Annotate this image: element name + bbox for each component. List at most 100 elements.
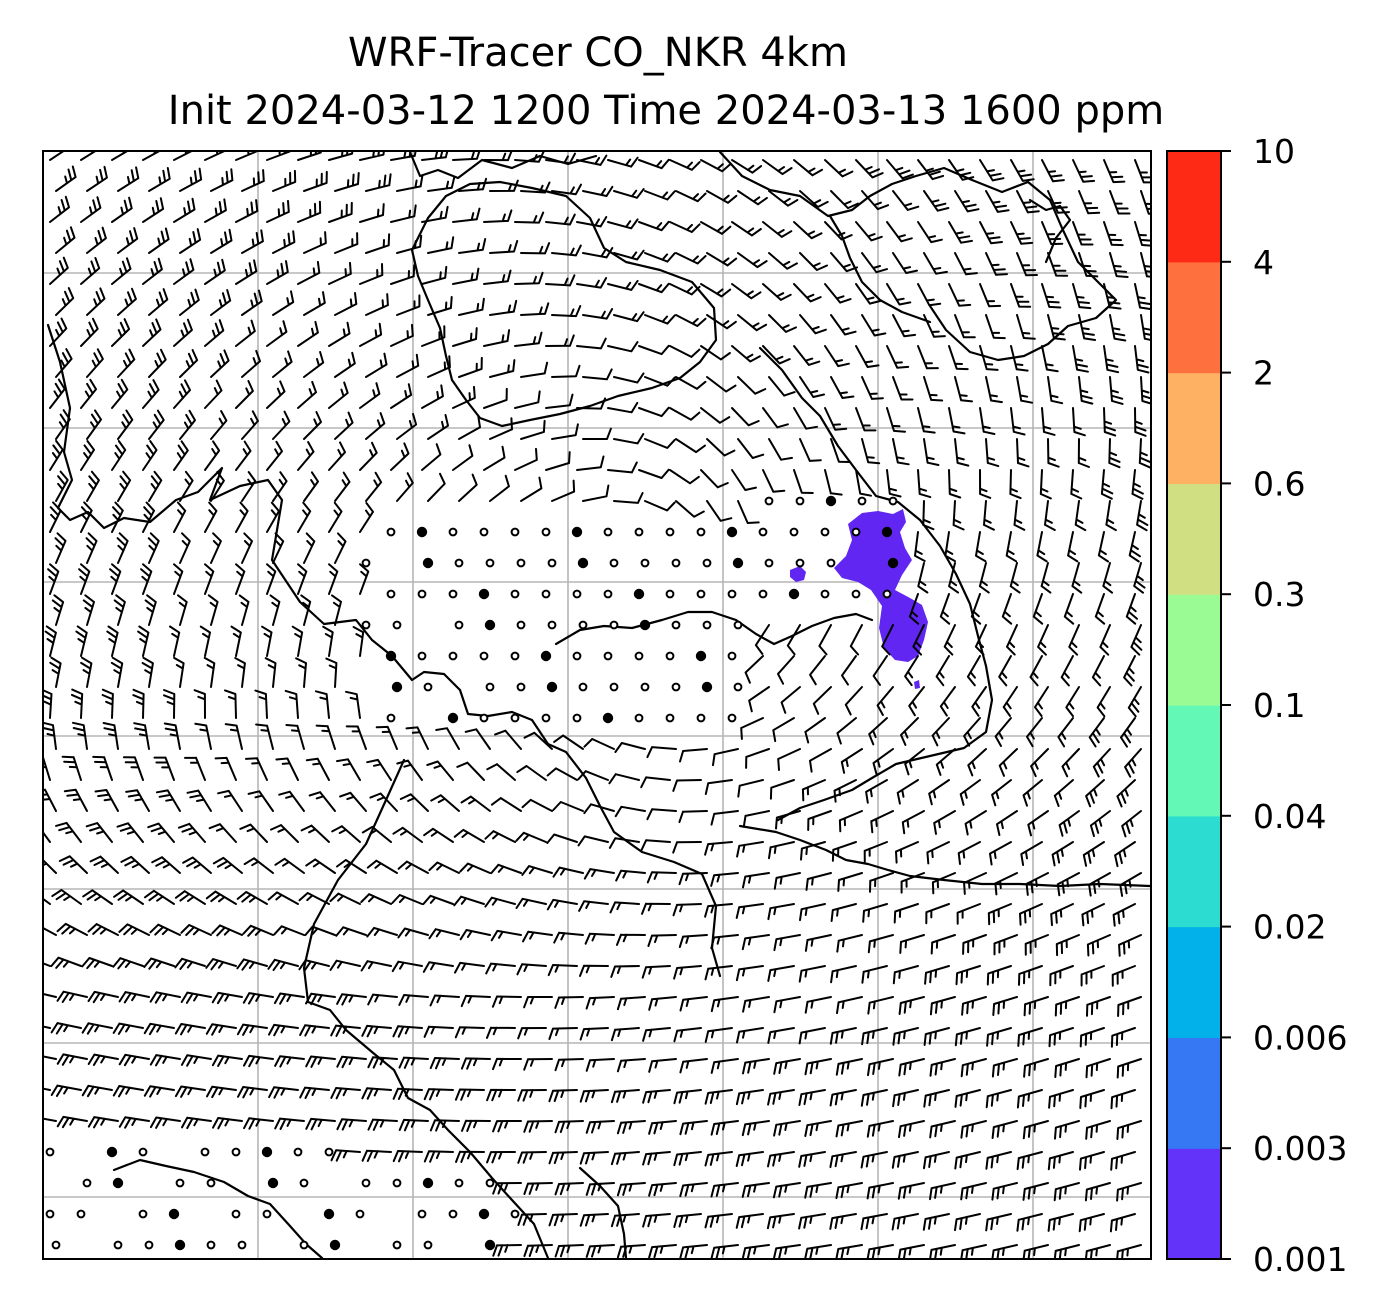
wind-barb [1109, 190, 1131, 215]
wind-barb [777, 748, 801, 771]
wind-barb [991, 779, 1012, 807]
wind-barb [455, 1150, 485, 1163]
wind-barb [1039, 469, 1052, 500]
wind-barb [261, 625, 273, 657]
wind-barb [435, 727, 460, 750]
calm-wind-marker [851, 589, 861, 599]
wind-barb [236, 958, 268, 971]
wind-barb [553, 931, 584, 944]
wind-barb [979, 407, 996, 435]
calm-wind-marker [851, 527, 861, 537]
wind-barb [1114, 841, 1136, 868]
wind-barb [148, 167, 171, 192]
calm-wind-marker [479, 527, 489, 537]
wind-barb [235, 440, 252, 471]
wind-barb [923, 376, 944, 402]
wind-barb [427, 414, 449, 440]
calm-wind-marker [609, 682, 619, 692]
wind-barb [43, 1117, 57, 1122]
calm-wind-marker [733, 620, 743, 630]
wind-barb [892, 376, 914, 401]
wind-barb [893, 903, 919, 924]
wind-barb [830, 314, 857, 336]
wind-barb [996, 810, 1018, 836]
wind-barb [741, 1244, 770, 1259]
wind-barb [818, 624, 832, 656]
colorbar-tick-label: 0.6 [1253, 464, 1305, 503]
wind-barb [762, 345, 791, 365]
wind-barb [49, 151, 66, 161]
colorbar-segment [1167, 151, 1221, 263]
wind-barb [54, 532, 67, 564]
tracer-plume [790, 509, 928, 689]
wind-barb [224, 689, 237, 719]
wind-barb [762, 469, 786, 493]
wind-barb [483, 445, 506, 471]
wind-barb [545, 451, 571, 471]
wind-barb [1010, 159, 1035, 182]
wind-barb [483, 329, 511, 347]
wind-barb [861, 438, 881, 465]
wind-barb [515, 897, 547, 909]
wind-barb [710, 872, 739, 887]
wind-barb [582, 484, 610, 502]
wind-barb [180, 924, 212, 936]
wind-barb [710, 1182, 739, 1198]
wind-barb [961, 996, 987, 1016]
wind-barb [336, 993, 367, 1006]
coastline-south-east [578, 1166, 628, 1259]
calm-wind-marker [603, 651, 613, 661]
calm-wind-marker [206, 1178, 216, 1188]
wind-barb [1060, 655, 1074, 687]
calm-wind-marker [361, 1178, 371, 1188]
calm-wind-marker [206, 1240, 216, 1250]
calm-wind-marker [671, 620, 681, 630]
wind-barb [423, 1088, 454, 1101]
wind-barb [361, 1087, 392, 1100]
calm-wind-marker [609, 620, 619, 630]
wind-barb [985, 252, 1008, 276]
wind-barb [1112, 903, 1136, 927]
wind-barb [392, 826, 423, 843]
wind-barb [396, 472, 414, 502]
wind-barb [892, 438, 910, 466]
colorbar: 0.001 0.003 0.006 0.02 0.04 0.1 0.3 0.6 2 4 10 [1166, 132, 1347, 1279]
wind-barb [710, 1120, 739, 1136]
wind-barb [935, 748, 956, 776]
wind-barb [303, 471, 319, 502]
wind-barb [396, 412, 418, 440]
wind-barb [390, 383, 413, 409]
wind-barb [648, 996, 677, 1011]
wind-barb [421, 443, 442, 471]
wind-barb [833, 779, 857, 803]
wind-barb [82, 594, 95, 626]
wind-barb [642, 1027, 671, 1042]
wind-barb [359, 502, 374, 533]
wind-barb [737, 779, 764, 798]
wind-barb [243, 1117, 274, 1130]
wind-barb [1131, 469, 1144, 500]
wind-barb [328, 381, 349, 409]
calm-wind-marker [547, 558, 557, 568]
wind-barb [768, 252, 798, 270]
calm-wind-marker [701, 681, 713, 693]
wind-barb [492, 1057, 522, 1071]
wind-barb [390, 204, 417, 223]
wind-barb [274, 1117, 305, 1130]
colorbar-segment [1167, 372, 1221, 484]
wind-barb [933, 810, 956, 835]
wind-barb [585, 1244, 615, 1258]
wind-barb [80, 501, 93, 533]
wind-barb [829, 1027, 857, 1045]
wind-barb [303, 351, 325, 378]
coastline-southwest [112, 1158, 324, 1259]
wind-barb [86, 287, 106, 316]
calm-wind-marker [361, 558, 371, 568]
wind-barb [737, 252, 768, 269]
wind-barb [179, 167, 203, 192]
wind-barb [646, 808, 677, 821]
wind-barb [489, 417, 513, 440]
wind-barb [177, 594, 188, 626]
wind-barb [1108, 438, 1121, 469]
wind-barb [892, 252, 918, 274]
